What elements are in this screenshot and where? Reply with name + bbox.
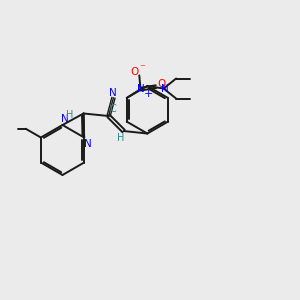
Text: N: N	[137, 84, 144, 94]
Text: N: N	[161, 83, 169, 94]
Text: O: O	[130, 67, 138, 76]
Text: H: H	[117, 133, 125, 143]
Text: +: +	[143, 88, 153, 99]
Text: N: N	[61, 114, 69, 124]
Text: ⁻: ⁻	[139, 63, 145, 73]
Text: O: O	[158, 79, 166, 89]
Text: N: N	[109, 88, 117, 98]
Text: H: H	[66, 110, 74, 119]
Text: N: N	[84, 139, 92, 149]
Text: C: C	[110, 104, 116, 114]
